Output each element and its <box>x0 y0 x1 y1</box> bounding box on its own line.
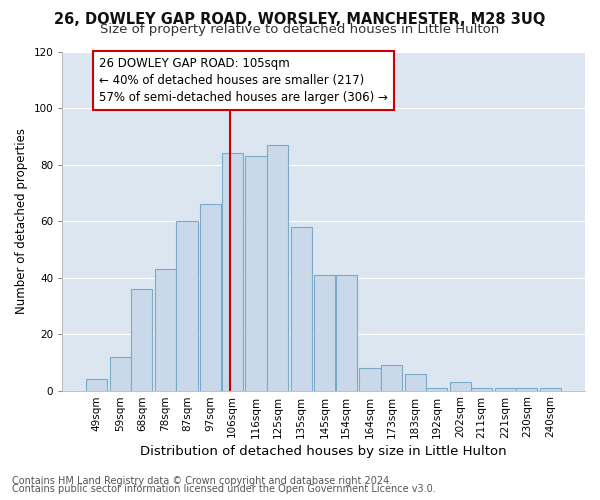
Bar <box>426 388 447 390</box>
Bar <box>404 374 426 390</box>
Y-axis label: Number of detached properties: Number of detached properties <box>15 128 28 314</box>
Bar <box>540 388 561 390</box>
Text: 26, DOWLEY GAP ROAD, WORSLEY, MANCHESTER, M28 3UQ: 26, DOWLEY GAP ROAD, WORSLEY, MANCHESTER… <box>55 12 545 28</box>
Bar <box>381 365 402 390</box>
Text: Size of property relative to detached houses in Little Hulton: Size of property relative to detached ho… <box>100 24 500 36</box>
Bar <box>335 274 357 390</box>
Bar <box>131 289 152 390</box>
Bar <box>450 382 471 390</box>
Bar <box>267 144 288 390</box>
Bar <box>314 274 335 390</box>
Bar <box>359 368 380 390</box>
Bar <box>495 388 516 390</box>
Bar <box>471 388 493 390</box>
Bar <box>86 380 107 390</box>
Bar <box>200 204 221 390</box>
Bar <box>221 153 243 390</box>
Text: Contains HM Land Registry data © Crown copyright and database right 2024.: Contains HM Land Registry data © Crown c… <box>12 476 392 486</box>
Bar <box>517 388 538 390</box>
X-axis label: Distribution of detached houses by size in Little Hulton: Distribution of detached houses by size … <box>140 444 507 458</box>
Bar <box>290 226 311 390</box>
Bar <box>110 356 131 390</box>
Bar <box>176 221 197 390</box>
Bar <box>155 269 176 390</box>
Text: 26 DOWLEY GAP ROAD: 105sqm
← 40% of detached houses are smaller (217)
57% of sem: 26 DOWLEY GAP ROAD: 105sqm ← 40% of deta… <box>99 57 388 104</box>
Bar <box>245 156 266 390</box>
Text: Contains public sector information licensed under the Open Government Licence v3: Contains public sector information licen… <box>12 484 436 494</box>
